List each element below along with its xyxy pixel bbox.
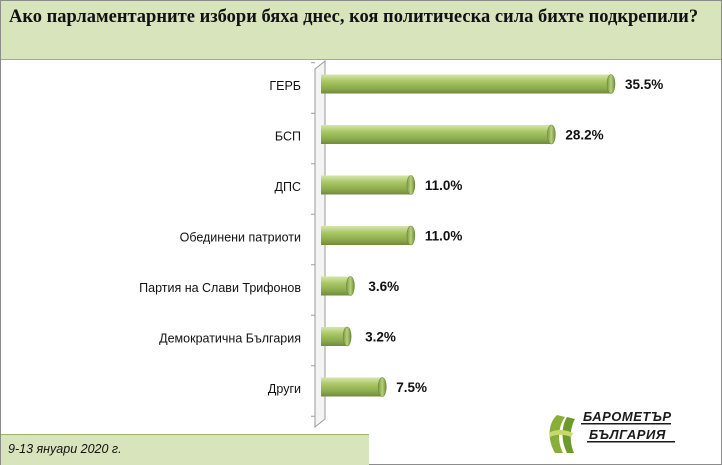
category-label: БСП xyxy=(275,130,301,144)
logo-text-line1: БАРОМЕТЪР xyxy=(583,409,672,424)
bar xyxy=(321,74,611,94)
bar-cap xyxy=(346,276,355,296)
bars xyxy=(321,74,616,397)
category-label: ГЕРБ xyxy=(269,79,301,93)
labels: ГЕРБ 35.5% БСП 28.2% ДПС 11.0% Обединени патри… xyxy=(139,77,663,396)
value-label: 3.6% xyxy=(368,279,399,294)
category-label: Други xyxy=(268,382,301,396)
footer-bar: 9-13 януари 2020 г. xyxy=(1,434,369,465)
chart-title: Ако парламентарните избори бяха днес, ко… xyxy=(9,7,699,27)
category-label: ДПС xyxy=(275,180,301,194)
bar-cap xyxy=(547,124,556,145)
bar xyxy=(321,377,383,397)
category-label: Партия на Слави Трифонов xyxy=(139,281,301,295)
value-label: 11.0% xyxy=(425,229,463,244)
bar xyxy=(321,125,552,144)
bar xyxy=(321,276,351,296)
bar xyxy=(321,327,348,346)
bar-cap xyxy=(406,225,416,246)
value-label: 7.5% xyxy=(396,380,427,395)
logo-text-line2: БЪЛГАРИЯ xyxy=(589,427,666,442)
bar-cap xyxy=(377,377,387,397)
category-label: Демократична България xyxy=(159,332,301,346)
bar xyxy=(321,175,411,195)
logo-emblem-icon xyxy=(549,415,575,453)
value-label: 35.5% xyxy=(625,77,663,92)
survey-date: 9-13 януари 2020 г. xyxy=(8,442,122,456)
value-label: 3.2% xyxy=(365,330,396,345)
barometer-bulgaria-logo: БАРОМЕТЪР БЪЛГАРИЯ xyxy=(549,409,675,453)
bar-cap xyxy=(606,74,616,94)
category-label: Обединени патриоти xyxy=(180,231,301,245)
bar-cap xyxy=(406,175,416,195)
value-label: 28.2% xyxy=(565,128,603,143)
value-label: 11.0% xyxy=(425,178,463,193)
title-bar: Ако парламентарните избори бяха днес, ко… xyxy=(1,1,721,60)
bar-cap xyxy=(342,326,352,347)
bar-chart: ГЕРБ 35.5% БСП 28.2% ДПС 11.0% Обединени патри… xyxy=(139,59,663,429)
bar xyxy=(321,226,411,245)
